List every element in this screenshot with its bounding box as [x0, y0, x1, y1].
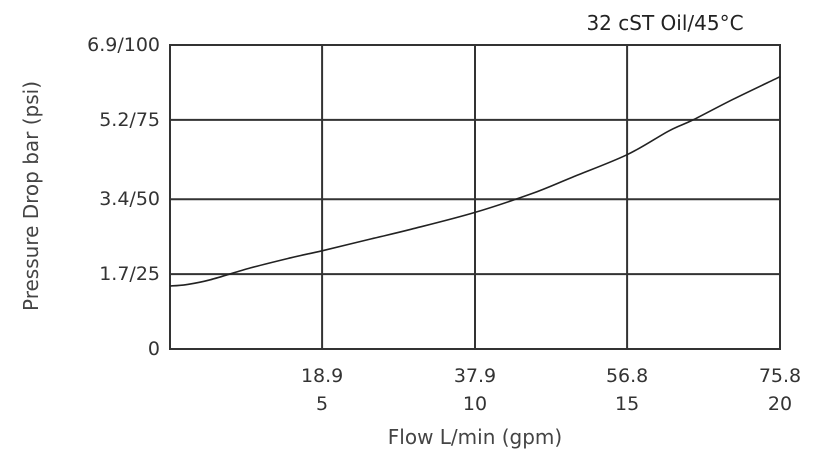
- y-tick-label: 0: [148, 338, 160, 360]
- y-tick-label: 1.7/25: [99, 263, 160, 285]
- x-tick-label: 75.8: [759, 365, 801, 387]
- y-axis-label: Pressure Drop bar (psi): [19, 81, 43, 311]
- y-tick-label: 3.4/50: [99, 188, 160, 210]
- x-tick-sublabel: 10: [463, 393, 487, 415]
- x-axis-label: Flow L/min (gpm): [388, 425, 562, 449]
- x-tick-label: 37.9: [454, 365, 496, 387]
- x-tick-sublabel: 20: [768, 393, 792, 415]
- pressure-drop-curve: [169, 75, 781, 287]
- y-tick-label: 5.2/75: [99, 109, 160, 131]
- x-tick-sublabel: 5: [316, 393, 328, 415]
- x-tick-sublabel: 15: [615, 393, 639, 415]
- grid-layer: [169, 44, 781, 350]
- x-tick-label: 56.8: [606, 365, 648, 387]
- x-tick-label: 18.9: [301, 365, 343, 387]
- y-tick-label: 6.9/100: [87, 34, 160, 56]
- series-layer: [169, 75, 781, 287]
- tick-layer: 0 1.7/25 3.4/50 5.2/75 6.9/100 18.9 5 37.9 10 56.…: [87, 34, 801, 415]
- chart-annotation: 32 cST Oil/45°C: [586, 11, 743, 35]
